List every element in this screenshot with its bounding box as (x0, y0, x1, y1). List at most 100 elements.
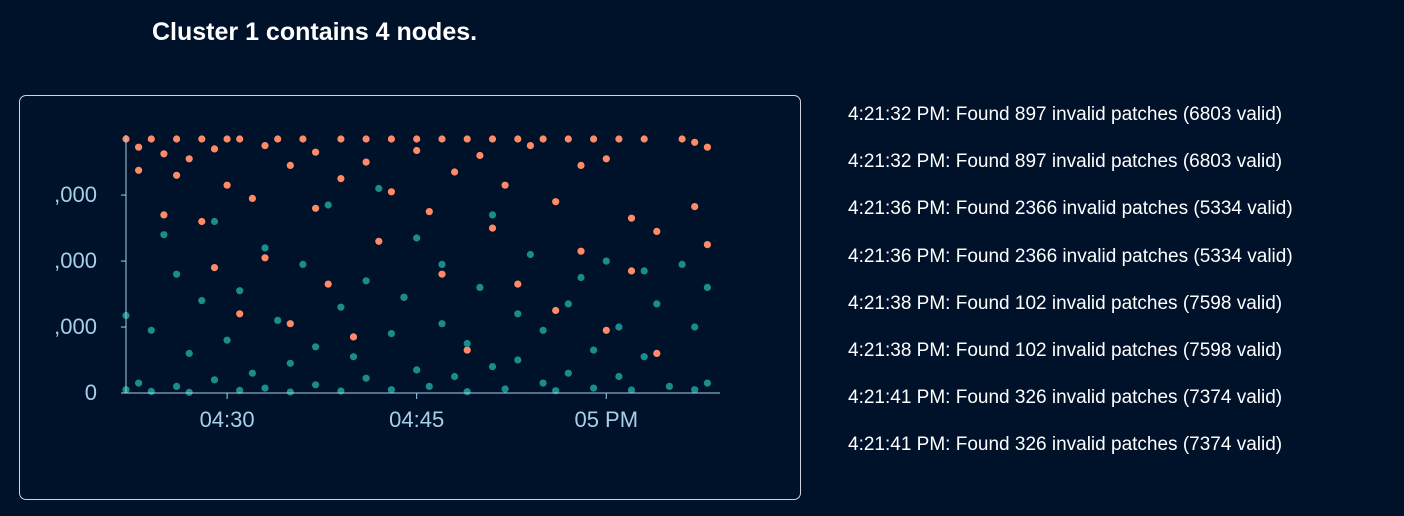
data-point-valid (286, 388, 294, 396)
scatter-chart: 0 ,000 ,000 ,000 04:30 04:45 05 PM (54, 135, 720, 432)
data-point-valid (362, 374, 370, 382)
data-point-valid (615, 323, 623, 331)
data-point-invalid (627, 214, 636, 222)
data-point-invalid (185, 155, 193, 163)
data-point-valid (438, 320, 446, 328)
data-point-invalid (160, 150, 168, 158)
data-point-invalid (615, 135, 623, 143)
data-point-valid (577, 273, 585, 282)
data-point-valid (564, 369, 572, 377)
data-point-invalid (324, 280, 332, 288)
data-point-valid (299, 260, 307, 268)
data-point-invalid (337, 135, 345, 143)
data-point-invalid (387, 188, 395, 196)
data-point-valid (514, 310, 522, 318)
data-point-valid (678, 260, 686, 268)
data-point-invalid (198, 135, 206, 143)
data-point-valid (147, 387, 155, 395)
data-point-invalid (602, 155, 610, 163)
log-list: 4:21:32 PM: Found 897 invalid patches (6… (848, 103, 1398, 481)
data-point-invalid (488, 224, 497, 232)
data-point-invalid (463, 135, 471, 143)
data-point-invalid (703, 241, 712, 249)
data-point-invalid (210, 145, 219, 153)
data-point-invalid (286, 320, 294, 328)
y-tick-label: 0 (85, 380, 97, 405)
data-point-valid (362, 277, 370, 285)
data-point-invalid (147, 135, 155, 143)
data-point-invalid (514, 135, 522, 143)
data-point-invalid (577, 161, 585, 169)
data-point-invalid (349, 333, 358, 341)
data-point-valid (425, 382, 433, 390)
data-point-invalid (514, 280, 522, 288)
data-point-invalid (210, 264, 219, 272)
data-point-valid (526, 250, 534, 259)
data-point-valid (400, 293, 408, 301)
data-point-invalid (552, 306, 560, 315)
data-point-valid (337, 303, 345, 311)
data-point-invalid (577, 247, 585, 255)
data-point-valid (337, 387, 345, 395)
data-point-invalid (413, 146, 421, 155)
log-entry: 4:21:41 PM: Found 326 invalid patches (7… (848, 387, 1283, 409)
data-point-invalid (590, 135, 598, 143)
data-point-invalid (564, 135, 572, 143)
data-point-invalid (451, 168, 459, 176)
data-point-invalid (312, 148, 320, 156)
data-point-invalid (476, 151, 484, 160)
data-point-invalid (274, 135, 282, 143)
y-tick-label: ,000 (54, 314, 97, 339)
data-point-valid (691, 323, 699, 331)
data-point-valid (488, 363, 497, 371)
data-point-invalid (362, 158, 370, 166)
data-point-invalid (526, 142, 534, 150)
data-point-invalid (223, 181, 231, 189)
log-entry: 4:21:41 PM: Found 326 invalid patches (7… (848, 434, 1283, 456)
data-point-invalid (438, 135, 446, 143)
data-point-valid (602, 257, 610, 265)
data-point-invalid (337, 175, 345, 183)
axes: 0 ,000 ,000 ,000 04:30 04:45 05 PM (54, 135, 720, 432)
log-entry: 4:21:32 PM: Found 897 invalid patches (6… (848, 151, 1283, 173)
data-point-valid (640, 267, 648, 275)
data-point-valid (590, 346, 598, 354)
data-point-invalid (703, 143, 712, 151)
data-point-valid (488, 211, 497, 219)
chart-panel: 0 ,000 ,000 ,000 04:30 04:45 05 PM (19, 95, 801, 500)
data-point-valid (210, 217, 219, 226)
y-tick-label: ,000 (54, 248, 97, 273)
data-point-valid (173, 270, 181, 278)
data-point-valid (375, 184, 383, 193)
data-point-valid (463, 388, 471, 396)
data-point-invalid (173, 135, 181, 143)
data-point-valid (539, 326, 547, 334)
data-point-valid (703, 379, 712, 387)
data-point-invalid (640, 135, 648, 143)
points-layer (122, 135, 712, 396)
data-point-valid (501, 385, 509, 393)
data-point-valid (274, 316, 282, 324)
data-point-valid (665, 382, 674, 390)
x-tick-label: 05 PM (574, 407, 638, 432)
data-point-invalid (299, 135, 307, 143)
data-point-invalid (413, 135, 421, 143)
data-point-valid (627, 386, 636, 394)
data-point-valid (691, 386, 699, 394)
data-point-valid (451, 372, 459, 381)
data-point-valid (463, 339, 471, 348)
data-point-invalid (539, 135, 547, 143)
data-point-invalid (236, 135, 244, 143)
data-point-invalid (236, 310, 244, 318)
data-point-invalid (691, 203, 699, 211)
data-point-invalid (261, 254, 269, 262)
data-point-invalid (286, 161, 294, 169)
data-point-invalid (463, 346, 471, 354)
x-tick-label: 04:30 (200, 407, 255, 432)
data-point-invalid (653, 227, 661, 235)
data-point-invalid (602, 326, 610, 334)
data-point-valid (413, 234, 421, 242)
data-point-valid (147, 326, 155, 334)
data-point-invalid (387, 135, 395, 143)
